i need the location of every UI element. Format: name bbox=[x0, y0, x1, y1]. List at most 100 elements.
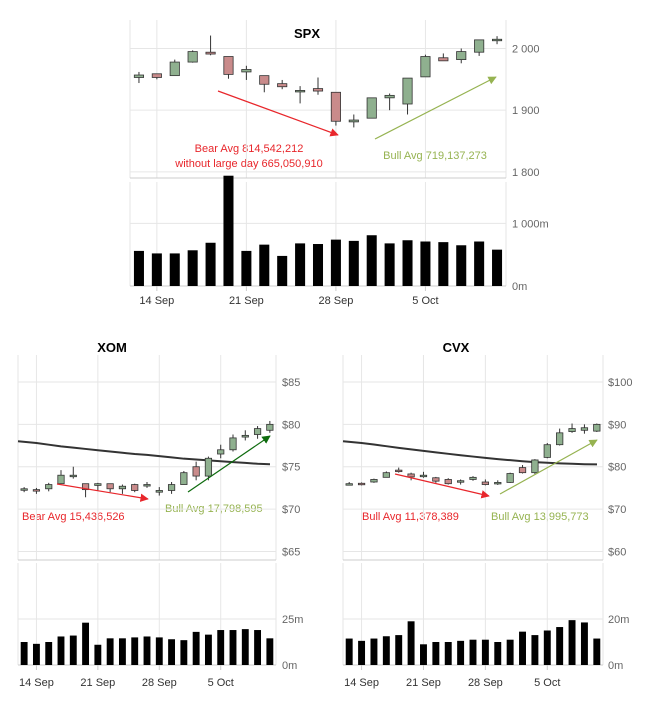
spx-candle-body bbox=[133, 74, 145, 78]
xom-volume-bar bbox=[204, 634, 212, 665]
xom-candle-body bbox=[217, 449, 225, 455]
spx-date-tick-label: 28 Sep bbox=[318, 295, 353, 307]
cvx-volume-bar bbox=[358, 640, 366, 665]
cvx-volume-bar bbox=[432, 642, 440, 665]
cvx-candle-body bbox=[456, 480, 465, 483]
spx-candle-body bbox=[223, 56, 234, 75]
cvx-volume-bar bbox=[593, 638, 601, 665]
cvx-candle-body bbox=[469, 476, 477, 480]
cvx-volume-bar bbox=[506, 639, 514, 665]
spx-panel: SPX Bear Avg 814,542,212 without large d… bbox=[174, 26, 487, 170]
spx-volume-bar bbox=[312, 244, 324, 286]
xom-volume-bar bbox=[45, 642, 53, 665]
cvx-price-tick-label: $90 bbox=[608, 419, 626, 431]
spx-date-tick-label: 21 Sep bbox=[229, 295, 264, 307]
spx-volume-bar bbox=[474, 241, 485, 286]
cvx-volume-bar bbox=[444, 642, 452, 665]
cvx-volume-bar bbox=[345, 638, 353, 665]
cvx-candle-body bbox=[419, 474, 428, 478]
spx-price-tick-label: 1 900 bbox=[512, 105, 540, 117]
xom-volume-bar bbox=[192, 631, 200, 665]
spx-candle-body bbox=[259, 75, 270, 85]
spx-bear-annotation: Bear Avg 814,542,212 bbox=[195, 143, 304, 155]
cvx-volume-tick-label: 0m bbox=[608, 660, 623, 672]
cvx-date-tick-label: 21 Sep bbox=[406, 677, 441, 689]
xom-price-tick-label: $75 bbox=[282, 462, 300, 474]
xom-candle-body bbox=[57, 474, 65, 485]
cvx-candle-body bbox=[556, 432, 564, 446]
cvx-trend-arrow bbox=[499, 439, 598, 495]
cvx-volume-bar bbox=[556, 627, 564, 665]
cvx-volume-bar bbox=[457, 640, 465, 665]
xom-title: XOM bbox=[97, 340, 127, 355]
xom-drawing: $65 $70 $75 $80 $85 0m 25m 14 Sep 21 Sep 28 Sep 5 … bbox=[17, 355, 303, 689]
xom-candle-body bbox=[20, 488, 28, 491]
xom-price-tick-label: $70 bbox=[282, 504, 300, 516]
cvx-candle-body bbox=[568, 428, 576, 432]
cvx-price-tick-label: $80 bbox=[608, 462, 626, 474]
spx-volume-bar bbox=[366, 235, 377, 286]
xom-candle-body bbox=[45, 484, 53, 490]
cvx-candle-body bbox=[518, 467, 527, 474]
cvx-volume-bar bbox=[370, 638, 378, 665]
spx-volume-bar bbox=[277, 255, 288, 286]
spx-trend-arrow bbox=[217, 90, 339, 137]
xom-volume-bar bbox=[168, 639, 176, 665]
xom-date-tick-label: 28 Sep bbox=[142, 677, 177, 689]
spx-candle-body bbox=[366, 97, 377, 119]
xom-candle-body bbox=[155, 490, 163, 493]
xom-volume-bar bbox=[217, 630, 225, 665]
xom-price-tick-label: $85 bbox=[282, 377, 300, 389]
cvx-volume-bar bbox=[543, 630, 551, 665]
xom-date-tick-label: 21 Sep bbox=[80, 677, 115, 689]
xom-candle-body bbox=[266, 423, 274, 431]
spx-price-tick-label: 1 800 bbox=[512, 167, 540, 179]
xom-volume-bar bbox=[106, 638, 114, 665]
xom-volume-bar bbox=[118, 638, 126, 665]
xom-volume-bar bbox=[254, 630, 262, 665]
spx-candle-body bbox=[474, 39, 485, 53]
cvx-candle-body bbox=[531, 459, 539, 474]
spx-candle-body bbox=[420, 56, 431, 78]
xom-candle-body bbox=[94, 483, 102, 486]
spx-candle-body bbox=[205, 51, 216, 55]
spx-volume-bar bbox=[169, 253, 180, 286]
xom-volume-bar bbox=[82, 622, 90, 665]
xom-candle-body bbox=[241, 434, 249, 438]
spx-volume-bar bbox=[456, 245, 467, 286]
xom-volume-bar bbox=[131, 637, 139, 665]
xom-volume-tick-label: 25m bbox=[282, 614, 303, 626]
xom-volume-bar bbox=[155, 637, 163, 665]
xom-volume-bar bbox=[266, 638, 274, 665]
cvx-candle-body bbox=[345, 483, 353, 486]
cvx-drawing: $60 $70 $80 $90 $100 0m 20m 14 Sep 21 Sep 28 Sep 5… bbox=[342, 355, 632, 689]
spx-price-tick-label: 2 000 bbox=[512, 44, 540, 56]
xom-candle-body bbox=[81, 483, 90, 491]
cvx-date-tick-label: 28 Sep bbox=[468, 677, 503, 689]
spx-candle-body bbox=[151, 73, 162, 78]
spx-bear-annotation-2: without large day 665,050,910 bbox=[174, 158, 322, 170]
cvx-candle-body bbox=[407, 473, 415, 478]
spx-volume-bar bbox=[492, 249, 503, 286]
spx-candle-body bbox=[330, 91, 341, 122]
xom-candle-body bbox=[143, 484, 151, 487]
spx-date-tick-label: 14 Sep bbox=[139, 295, 174, 307]
cvx-candle-body bbox=[357, 482, 366, 486]
cvx-volume-bar bbox=[382, 636, 390, 665]
cvx-candle-body bbox=[506, 473, 514, 483]
spx-volume-bar bbox=[402, 240, 413, 286]
xom-candle-body bbox=[204, 457, 213, 477]
cvx-volume-bar bbox=[568, 620, 576, 665]
cvx-trend-arrow bbox=[394, 473, 490, 499]
cvx-price-tick-label: $60 bbox=[608, 547, 626, 559]
xom-candle-body bbox=[192, 466, 200, 477]
cvx-volume-tick-label: 20m bbox=[608, 614, 629, 626]
spx-volume-tick-label: 1 000m bbox=[512, 218, 549, 230]
spx-drawing: 1 800 1 900 2 000 0m 1 000m 14 Sep 21 Sep 28 Se… bbox=[129, 20, 549, 307]
cvx-candle-body bbox=[382, 472, 390, 478]
xom-candle-body bbox=[32, 489, 41, 492]
cvx-price-tick-label: $100 bbox=[608, 377, 632, 389]
spx-volume-bar bbox=[205, 242, 216, 286]
spx-date-tick-label: 5 Oct bbox=[412, 295, 438, 307]
xom-volume-bar bbox=[20, 642, 28, 665]
